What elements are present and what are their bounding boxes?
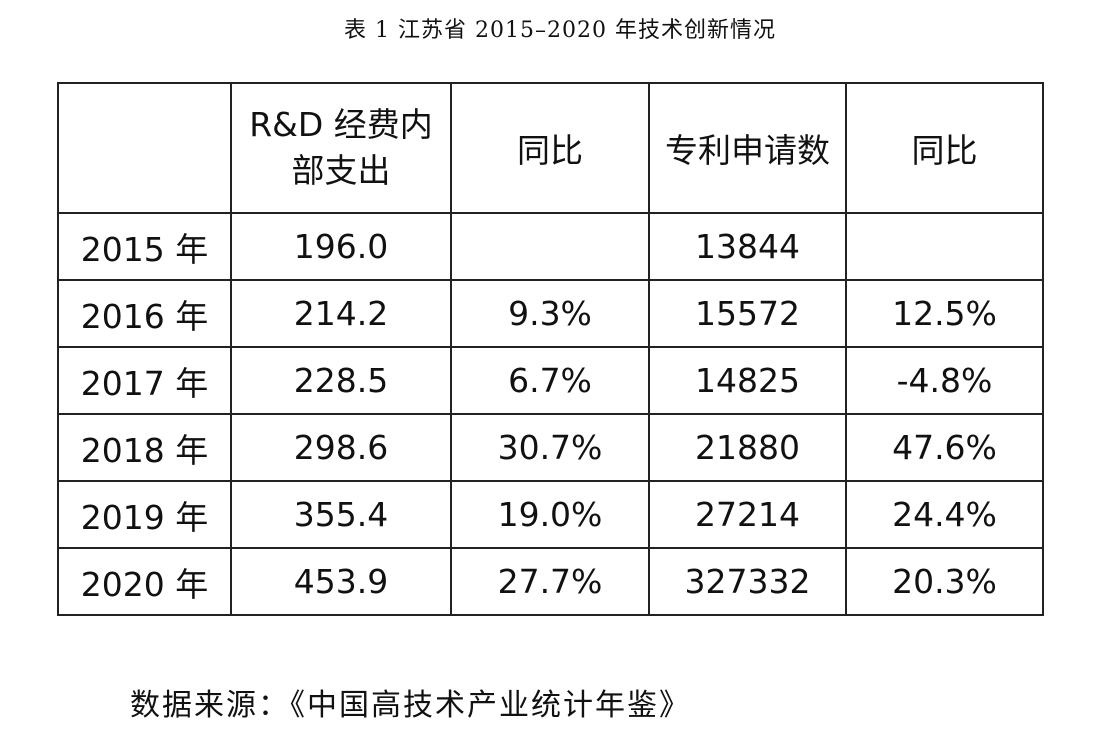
table-cell: 19.0%: [450, 480, 650, 549]
table-cell: 228.5: [230, 346, 452, 415]
table-cell: [845, 212, 1044, 281]
header-cell: R&D 经费内部支出: [230, 82, 452, 214]
table-cell: 9.3%: [450, 279, 650, 348]
table-cell: 27.7%: [450, 547, 650, 616]
table-cell: 47.6%: [845, 413, 1044, 482]
table-cell: 6.7%: [450, 346, 650, 415]
header-row: R&D 经费内部支出 同比 专利申请数 同比: [57, 82, 1044, 214]
row-label: 2015 年: [57, 212, 232, 281]
table-row: 2019 年 355.4 19.0% 27214 24.4%: [57, 480, 1044, 549]
header-cell: 同比: [450, 82, 650, 214]
row-label: 2016 年: [57, 279, 232, 348]
corner-cell: [57, 82, 232, 214]
table-cell: 12.5%: [845, 279, 1044, 348]
table-cell: 20.3%: [845, 547, 1044, 616]
table-row: 2020 年 453.9 27.7% 327332 20.3%: [57, 547, 1044, 616]
table-row: 2018 年 298.6 30.7% 21880 47.6%: [57, 413, 1044, 482]
table-cell: 30.7%: [450, 413, 650, 482]
table-row: 2017 年 228.5 6.7% 14825 -4.8%: [57, 346, 1044, 415]
table-cell: 453.9: [230, 547, 452, 616]
table-body: 2015 年 196.0 13844 2016 年 214.2 9.3% 15572 12.5…: [57, 212, 1044, 616]
row-label: 2018 年: [57, 413, 232, 482]
table-cell: 14825: [648, 346, 847, 415]
row-label: 2017 年: [57, 346, 232, 415]
table-cell: -4.8%: [845, 346, 1044, 415]
table-cell: 214.2: [230, 279, 452, 348]
table-title: 表 1 江苏省 2015–2020 年技术创新情况: [344, 18, 776, 43]
table-cell: 21880: [648, 413, 847, 482]
table-row: 2016 年 214.2 9.3% 15572 12.5%: [57, 279, 1044, 348]
table-cell: 298.6: [230, 413, 452, 482]
header-cell: 专利申请数: [648, 82, 847, 214]
data-table: R&D 经费内部支出 同比 专利申请数 同比 2015 年 196.0 13844 2…: [57, 82, 1044, 616]
table-cell: 355.4: [230, 480, 452, 549]
source-note: 数据来源：《中国高技术产业统计年鉴》: [130, 688, 691, 723]
table-cell: 24.4%: [845, 480, 1044, 549]
table-cell: 196.0: [230, 212, 452, 281]
header-text: R&D 经费内部支出: [249, 105, 433, 190]
table-cell: 15572: [648, 279, 847, 348]
row-label: 2019 年: [57, 480, 232, 549]
table-cell: 13844: [648, 212, 847, 281]
table-row: 2015 年 196.0 13844: [57, 212, 1044, 281]
header-cell: 同比: [845, 82, 1044, 214]
table-cell: 327332: [648, 547, 847, 616]
table-cell: 27214: [648, 480, 847, 549]
row-label: 2020 年: [57, 547, 232, 616]
table-cell: [450, 212, 650, 281]
